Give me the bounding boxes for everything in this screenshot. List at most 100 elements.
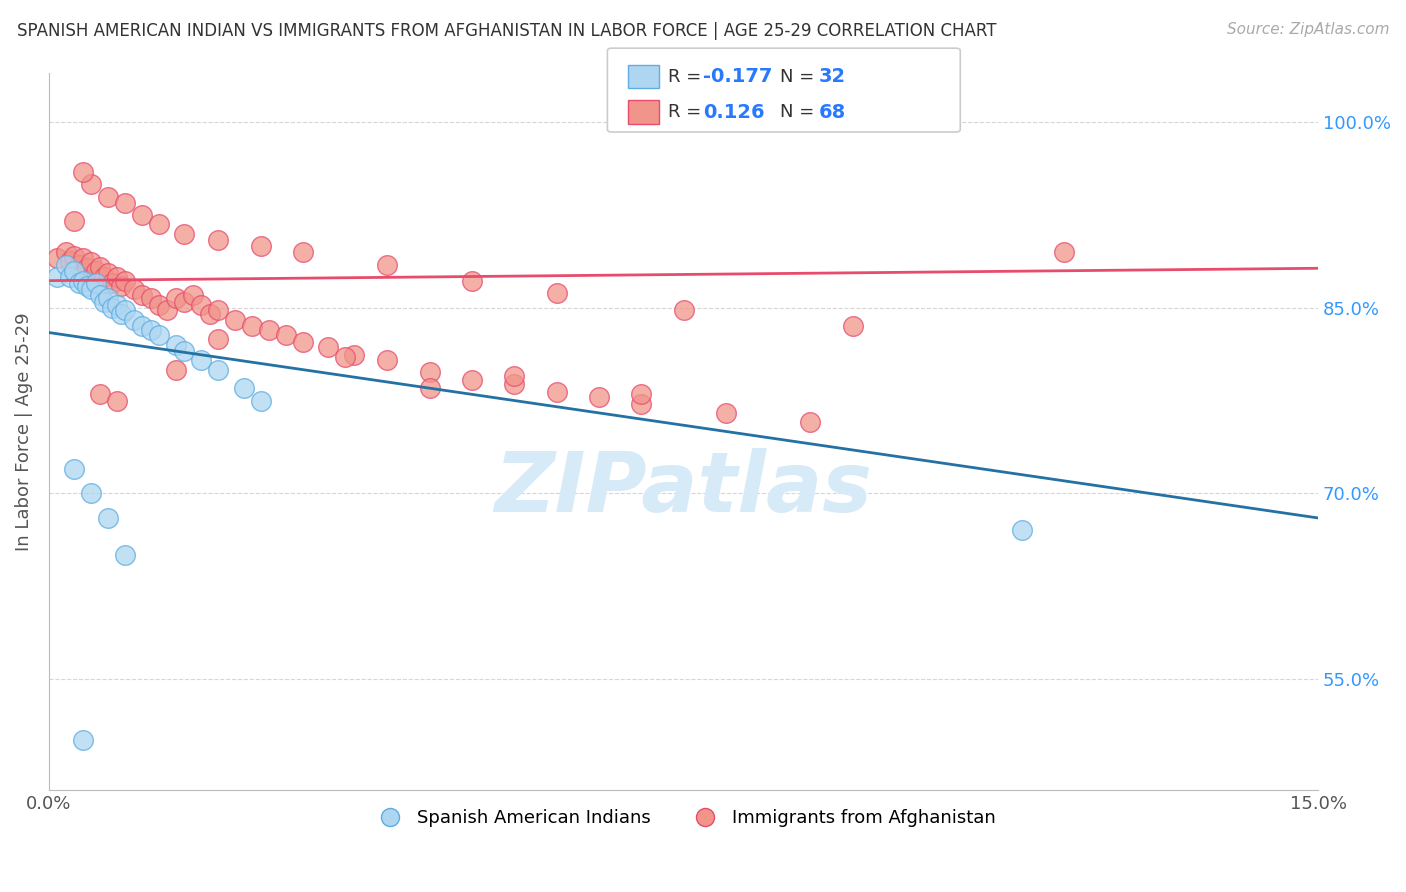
Text: 0.126: 0.126	[703, 103, 765, 121]
Point	[110, 307, 132, 321]
Point	[224, 313, 246, 327]
Point	[55, 258, 77, 272]
Point	[63, 264, 86, 278]
Point	[80, 486, 103, 500]
Point	[114, 548, 136, 562]
Point	[1053, 245, 1076, 260]
Point	[274, 328, 297, 343]
Point	[546, 285, 568, 300]
Text: R =: R =	[668, 103, 707, 121]
Point	[97, 266, 120, 280]
Point	[131, 319, 153, 334]
Point	[105, 269, 128, 284]
Point	[1011, 524, 1033, 538]
Point	[76, 278, 98, 293]
Point	[46, 252, 69, 266]
Point	[461, 372, 484, 386]
Text: R =: R =	[668, 68, 707, 86]
Point	[461, 274, 484, 288]
Point	[190, 352, 212, 367]
Point	[377, 258, 399, 272]
Text: N =: N =	[780, 103, 820, 121]
Point	[546, 384, 568, 399]
Point	[46, 269, 69, 284]
Point	[165, 291, 187, 305]
Point	[588, 390, 610, 404]
Point	[131, 288, 153, 302]
Point	[80, 178, 103, 192]
Point	[630, 397, 652, 411]
Point	[207, 362, 229, 376]
Point	[419, 365, 441, 379]
Point	[139, 291, 162, 305]
Point	[503, 368, 526, 383]
Point	[198, 307, 221, 321]
Point	[503, 377, 526, 392]
Point	[173, 344, 195, 359]
Point	[122, 313, 145, 327]
Point	[240, 319, 263, 334]
Point	[89, 387, 111, 401]
Point	[419, 381, 441, 395]
Point	[89, 288, 111, 302]
Point	[291, 335, 314, 350]
Y-axis label: In Labor Force | Age 25-29: In Labor Force | Age 25-29	[15, 312, 32, 550]
Point	[93, 269, 115, 284]
Legend: Spanish American Indians, Immigrants from Afghanistan: Spanish American Indians, Immigrants fro…	[364, 802, 1002, 835]
Point	[105, 393, 128, 408]
Point	[333, 351, 356, 365]
Text: Source: ZipAtlas.com: Source: ZipAtlas.com	[1226, 22, 1389, 37]
Point	[55, 245, 77, 260]
Text: N =: N =	[780, 68, 820, 86]
Point	[72, 252, 94, 266]
Point	[105, 298, 128, 312]
Point	[672, 303, 695, 318]
Point	[63, 249, 86, 263]
Point	[89, 260, 111, 274]
Point	[63, 214, 86, 228]
Point	[110, 278, 132, 293]
Point	[72, 274, 94, 288]
Point	[249, 239, 271, 253]
Point	[72, 165, 94, 179]
Point	[59, 269, 82, 284]
Point	[148, 217, 170, 231]
Text: SPANISH AMERICAN INDIAN VS IMMIGRANTS FROM AFGHANISTAN IN LABOR FORCE | AGE 25-2: SPANISH AMERICAN INDIAN VS IMMIGRANTS FR…	[17, 22, 997, 40]
Point	[207, 233, 229, 247]
Point	[291, 245, 314, 260]
Point	[76, 261, 98, 276]
Point	[93, 294, 115, 309]
Point	[148, 298, 170, 312]
Point	[232, 381, 254, 395]
Point	[59, 253, 82, 268]
Point	[101, 276, 124, 290]
Point	[377, 352, 399, 367]
Point	[84, 276, 107, 290]
Point	[714, 406, 737, 420]
Point	[799, 415, 821, 429]
Point	[114, 303, 136, 318]
Point	[173, 294, 195, 309]
Point	[67, 258, 90, 272]
Point	[122, 282, 145, 296]
Point	[63, 461, 86, 475]
Point	[72, 733, 94, 747]
Point	[80, 282, 103, 296]
Point	[316, 340, 339, 354]
Point	[190, 298, 212, 312]
Point	[131, 208, 153, 222]
Point	[67, 276, 90, 290]
Text: 68: 68	[818, 103, 845, 121]
Point	[249, 393, 271, 408]
Point	[84, 264, 107, 278]
Point	[181, 288, 204, 302]
Point	[165, 338, 187, 352]
Point	[97, 511, 120, 525]
Text: 32: 32	[818, 67, 845, 87]
Point	[173, 227, 195, 241]
Point	[257, 323, 280, 337]
Point	[165, 362, 187, 376]
Point	[148, 328, 170, 343]
Point	[342, 348, 364, 362]
Point	[80, 255, 103, 269]
